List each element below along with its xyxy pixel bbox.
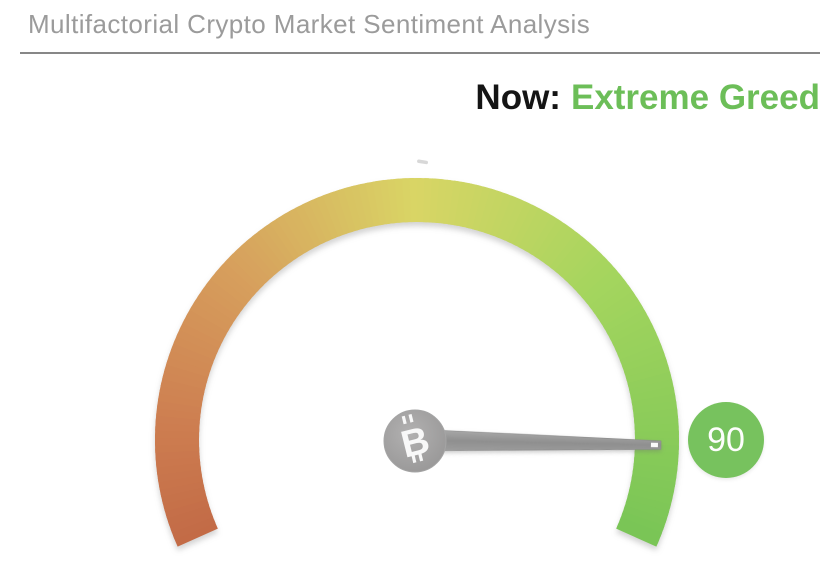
score-badge: 90: [688, 402, 764, 478]
gauge-color-band: [155, 178, 679, 547]
header-divider: [20, 52, 820, 54]
bitcoin-icon: B: [383, 409, 447, 473]
status-value: Extreme Greed: [570, 78, 820, 117]
status-line: Now: Extreme Greed: [475, 78, 820, 118]
gauge-top-tick: [417, 159, 428, 165]
page-title: Multifactorial Crypto Market Sentiment A…: [28, 9, 591, 39]
status-label: Now:: [475, 78, 561, 117]
gauge-needle: [408, 428, 662, 452]
